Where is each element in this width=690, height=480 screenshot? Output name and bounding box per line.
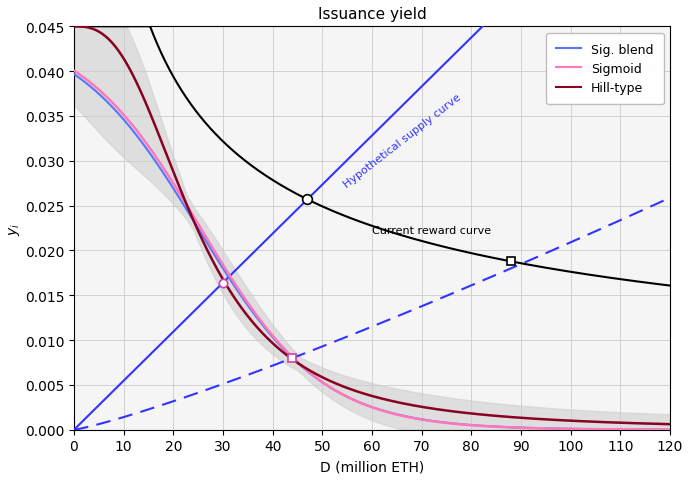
Legend: Sig. blend, Sigmoid, Hill-type: Sig. blend, Sigmoid, Hill-type <box>546 34 664 105</box>
Text: Current reward curve: Current reward curve <box>372 225 491 235</box>
Y-axis label: $y_i$: $y_i$ <box>7 222 22 235</box>
Title: Issuance yield: Issuance yield <box>317 7 426 22</box>
X-axis label: D (million ETH): D (million ETH) <box>319 459 424 473</box>
Text: Hypothetical supply curve: Hypothetical supply curve <box>342 93 463 190</box>
